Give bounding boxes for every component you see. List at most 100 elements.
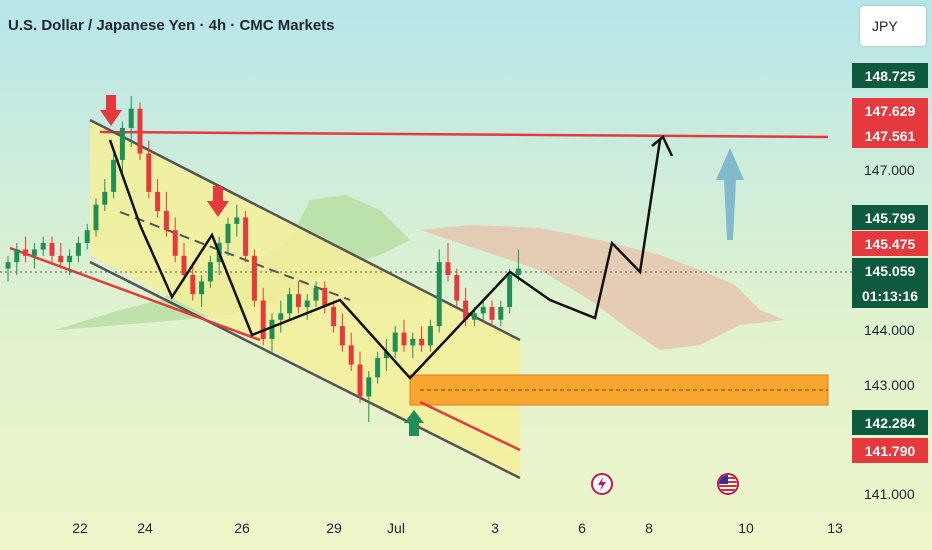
candle-body — [172, 230, 178, 256]
candle-body — [348, 345, 354, 365]
candle-body — [251, 255, 257, 301]
candle-body — [454, 275, 460, 301]
candle-body — [31, 249, 37, 256]
candle-body — [269, 319, 275, 339]
pattern-zigzag — [108, 139, 662, 380]
y-tick: 143.000 — [864, 377, 915, 393]
candle-body — [225, 223, 231, 244]
candle-body — [322, 287, 328, 307]
candle-body — [357, 364, 363, 397]
candle-body — [445, 262, 451, 275]
peak-arrow-1 — [100, 95, 122, 126]
channel-mid-line — [119, 211, 351, 301]
candle-body — [67, 255, 73, 263]
candle-body — [146, 153, 152, 192]
current-price-tag: 145.059 — [852, 258, 928, 283]
candle-body — [489, 306, 495, 320]
x-tick: 3 — [491, 520, 499, 536]
candle-body — [84, 230, 90, 244]
candle-body — [207, 262, 213, 282]
x-tick: 26 — [234, 520, 250, 536]
countdown-tag: 01:13:16 — [852, 283, 928, 308]
candle-body — [40, 243, 46, 250]
lightning-icon[interactable] — [591, 473, 613, 495]
candle-body — [181, 255, 187, 275]
candle-body — [480, 306, 486, 314]
peak-arrow-2 — [207, 186, 229, 217]
price-tag: 141.790 — [852, 438, 928, 463]
bottom-arrow — [404, 410, 424, 436]
candle-body — [58, 255, 64, 263]
chart-title: U.S. Dollar / Japanese Yen · 4h · CMC Ma… — [8, 17, 335, 34]
cloud-green — [55, 195, 410, 330]
candle-body — [23, 249, 29, 256]
x-tick: 6 — [578, 520, 586, 536]
x-tick: 29 — [326, 520, 342, 536]
candle-body — [155, 191, 161, 212]
resistance-line — [99, 130, 829, 139]
candle-body — [383, 351, 389, 359]
candle-body — [515, 268, 521, 275]
candle-body — [498, 306, 504, 320]
candle-body — [49, 243, 55, 256]
candle-body — [163, 211, 169, 231]
candle-body — [507, 275, 513, 307]
candle-body — [190, 275, 196, 295]
candle-body — [427, 326, 433, 346]
red-support-line — [9, 246, 261, 342]
us-flag-icon[interactable] — [717, 473, 739, 495]
candle-body — [366, 377, 372, 397]
candle-body — [304, 300, 310, 307]
x-tick: 22 — [72, 520, 88, 536]
x-tick: 13 — [827, 520, 843, 536]
candle-body — [313, 287, 319, 301]
candle-body — [375, 358, 381, 378]
candle-body — [128, 108, 134, 128]
currency-selector[interactable]: JPY — [860, 6, 926, 46]
candle-body — [111, 159, 117, 192]
candle-body — [93, 204, 99, 231]
x-tick: Jul — [387, 520, 405, 536]
price-tag: 145.475 — [852, 231, 928, 256]
candle-body — [260, 300, 266, 339]
x-tick: 24 — [137, 520, 153, 536]
candle-body — [243, 217, 249, 256]
price-tag: 148.725 — [852, 63, 928, 88]
candle-body — [295, 294, 301, 307]
y-tick: 147.000 — [864, 162, 915, 178]
price-tag: 147.561 — [852, 123, 928, 148]
candle-body — [410, 338, 416, 346]
x-tick: 10 — [738, 520, 754, 536]
price-tag: 142.284 — [852, 410, 928, 435]
price-tag: 147.629 — [852, 98, 928, 123]
candle-body — [471, 313, 477, 320]
candle-body — [199, 281, 205, 295]
candle-body — [463, 300, 469, 320]
candle-body — [419, 338, 425, 346]
candle-body — [287, 294, 293, 314]
candle-body — [392, 332, 398, 352]
channel-lower-line — [89, 260, 521, 480]
candle-body — [339, 326, 345, 346]
candle-body — [14, 249, 20, 263]
candle-body — [75, 243, 81, 256]
projection-arrow — [716, 148, 744, 240]
y-tick: 141.000 — [864, 486, 915, 502]
candle-body — [137, 108, 143, 154]
candle-body — [278, 313, 284, 320]
price-tag: 145.799 — [852, 205, 928, 230]
candle-body — [331, 306, 337, 327]
candle-body — [401, 332, 407, 346]
channel-upper-line — [89, 118, 521, 342]
y-tick: 144.000 — [864, 322, 915, 338]
target-arrowhead — [651, 135, 674, 157]
red-lower-line — [419, 400, 521, 452]
candle-body — [234, 217, 240, 224]
candle-body — [436, 262, 442, 327]
candle-body — [5, 262, 11, 269]
candle-body — [102, 191, 108, 205]
x-tick: 8 — [645, 520, 653, 536]
candles — [5, 95, 521, 423]
candle-body — [119, 127, 125, 160]
